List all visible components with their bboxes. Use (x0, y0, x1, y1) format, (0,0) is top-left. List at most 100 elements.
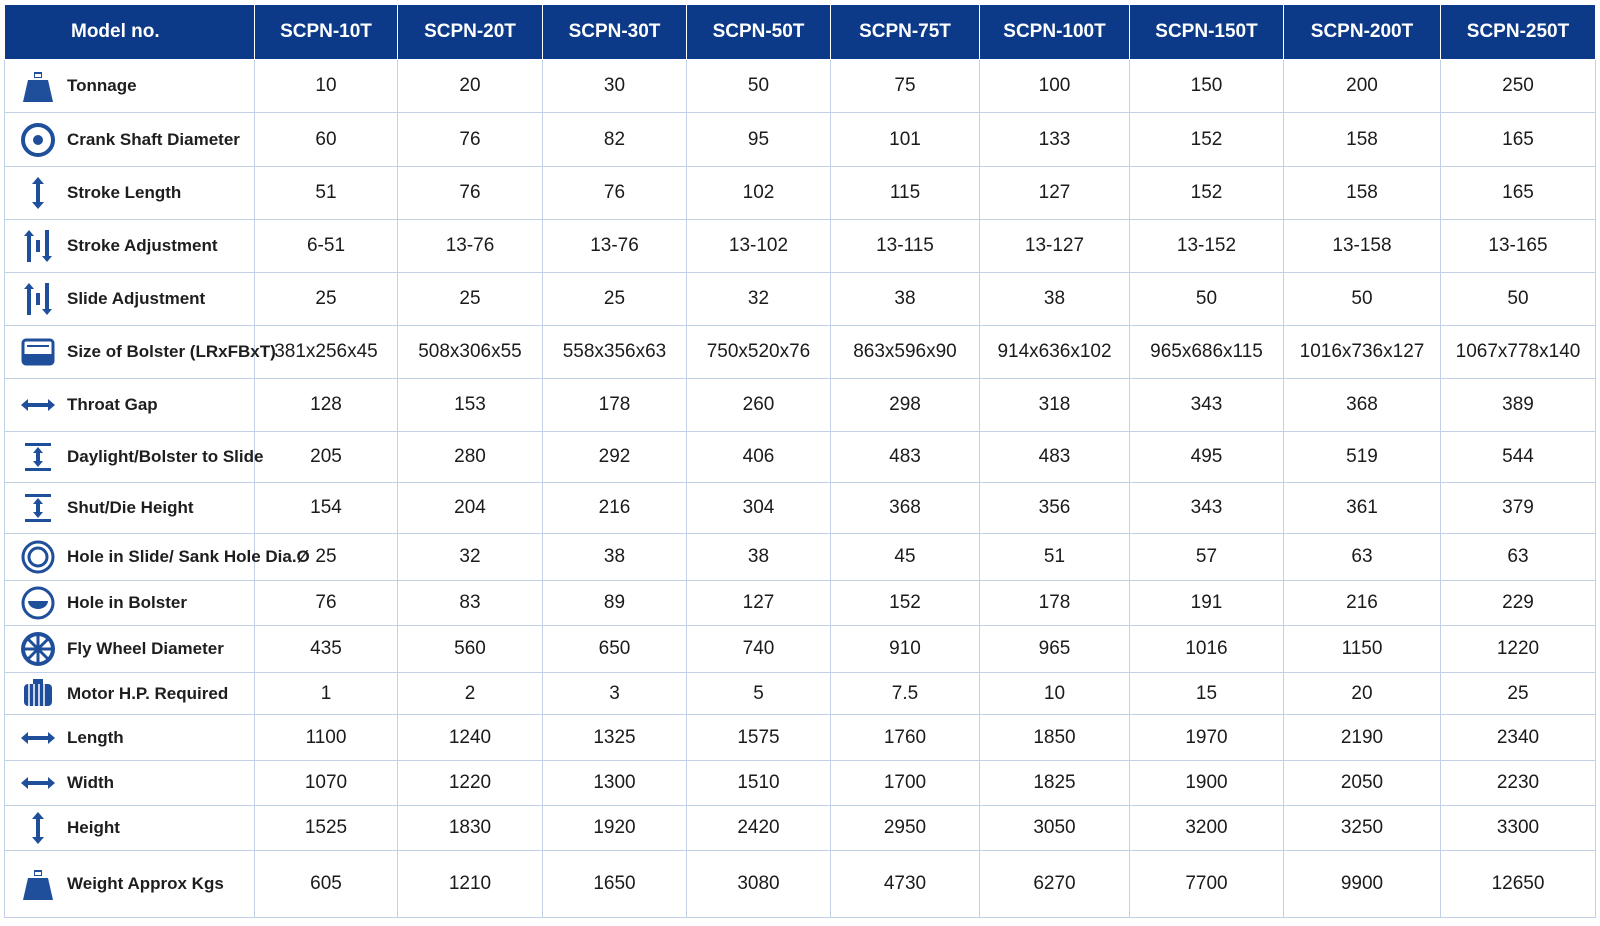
spec-value: 406 (686, 431, 831, 483)
spec-row: Fly Wheel Diameter 435 560 650 740 910 965 1016… (4, 625, 1596, 673)
spec-value: 38 (979, 272, 1130, 326)
spec-value: 605 (254, 850, 398, 918)
spec-value: 50 (1440, 272, 1596, 326)
spec-table: Model no. SCPN-10T SCPN-20T SCPN-30T SCPN-50… (4, 4, 1596, 918)
spec-value: 229 (1440, 580, 1596, 626)
row-label: Fly Wheel Diameter (67, 639, 224, 658)
spec-value: 60 (254, 112, 398, 167)
model-header: SCPN-10T (254, 4, 398, 60)
spec-value: 20 (1283, 672, 1441, 715)
spec-value: 1650 (542, 850, 687, 918)
spec-value: 76 (397, 166, 543, 220)
spec-value: 10 (979, 672, 1130, 715)
row-icon (24, 283, 52, 315)
spec-value: 50 (1283, 272, 1441, 326)
spec-value: 6-51 (254, 219, 398, 273)
spec-value: 7700 (1129, 850, 1284, 918)
spec-value: 343 (1129, 482, 1284, 534)
row-label-cell: Throat Gap (4, 378, 255, 432)
spec-value: 13-158 (1283, 219, 1441, 273)
spec-value: 558x356x63 (542, 325, 687, 379)
row-label: Height (67, 818, 120, 837)
row-label-cell: Length (4, 714, 255, 761)
spec-value: 63 (1283, 533, 1441, 581)
spec-row: Width 1070 1220 1300 1510 1700 1825 1900 2050 223… (4, 760, 1596, 806)
spec-value: 25 (542, 272, 687, 326)
spec-value: 25 (254, 533, 398, 581)
spec-value: 1300 (542, 760, 687, 806)
spec-value: 318 (979, 378, 1130, 432)
row-label: Stroke Adjustment (67, 236, 218, 255)
spec-value: 965x686x115 (1129, 325, 1284, 379)
row-label-cell: Motor H.P. Required (4, 672, 255, 715)
spec-value: 15 (1129, 672, 1284, 715)
row-icon (24, 678, 52, 706)
spec-value: 13-76 (397, 219, 543, 273)
row-label-cell: Weight Approx Kgs (4, 850, 255, 918)
spec-value: 519 (1283, 431, 1441, 483)
row-label: Tonnage (67, 76, 137, 95)
spec-value: 204 (397, 482, 543, 534)
row-icon (21, 632, 55, 666)
spec-value: 13-165 (1440, 219, 1596, 273)
model-header: SCPN-100T (979, 4, 1130, 60)
spec-value: 152 (830, 580, 980, 626)
spec-value: 13-152 (1129, 219, 1284, 273)
spec-value: 435 (254, 625, 398, 673)
row-icon (21, 122, 55, 157)
spec-value: 178 (979, 580, 1130, 626)
row-icon (21, 540, 55, 574)
spec-row: Size of Bolster (LRxFBxT) 381x256x45 508x3… (4, 325, 1596, 379)
spec-value: 1220 (397, 760, 543, 806)
spec-value: 3080 (686, 850, 831, 918)
row-icon (24, 230, 52, 262)
spec-value: 495 (1129, 431, 1284, 483)
spec-value: 910 (830, 625, 980, 673)
spec-value: 1510 (686, 760, 831, 806)
spec-value: 178 (542, 378, 687, 432)
spec-row: Length 1100 1240 1325 1575 1760 1850 1970 2190 23… (4, 714, 1596, 761)
row-label: Length (67, 727, 124, 747)
spec-value: 356 (979, 482, 1130, 534)
spec-value: 3250 (1283, 805, 1441, 851)
spec-value: 7.5 (830, 672, 980, 715)
spec-value: 6270 (979, 850, 1130, 918)
row-icon (21, 731, 55, 744)
spec-row: Hole in Bolster 76 83 89 127 152 178 191 216 229 (4, 580, 1596, 626)
spec-value: 158 (1283, 112, 1441, 167)
model-header: SCPN-200T (1283, 4, 1441, 60)
spec-value: 25 (254, 272, 398, 326)
row-icon (32, 177, 44, 209)
row-label: Hole in Bolster (67, 593, 187, 612)
spec-value: 9900 (1283, 850, 1441, 918)
spec-value: 32 (686, 272, 831, 326)
spec-value: 45 (830, 533, 980, 581)
spec-value: 544 (1440, 431, 1596, 483)
spec-value: 154 (254, 482, 398, 534)
spec-value: 1240 (397, 714, 543, 761)
spec-value: 50 (1129, 272, 1284, 326)
spec-row: Height 1525 1830 1920 2420 2950 3050 3200 3250 33… (4, 805, 1596, 851)
spec-value: 1070 (254, 760, 398, 806)
spec-value: 32 (397, 533, 543, 581)
spec-row: Throat Gap 128 153 178 260 298 318 343 368 389 (4, 378, 1596, 432)
spec-value: 13-76 (542, 219, 687, 273)
spec-value: 13-102 (686, 219, 831, 273)
row-label-cell: Width (4, 760, 255, 806)
spec-value: 133 (979, 112, 1130, 167)
spec-value: 965 (979, 625, 1130, 673)
row-label: Width (67, 773, 115, 792)
spec-value: 38 (686, 533, 831, 581)
spec-value: 389 (1440, 378, 1596, 432)
spec-value: 127 (979, 166, 1130, 220)
row-label-cell: Crank Shaft Diameter (4, 112, 255, 167)
row-label: Crank Shaft Diameter (67, 129, 240, 149)
spec-value: 75 (830, 59, 980, 113)
spec-value: 3 (542, 672, 687, 715)
header-row: Model no. SCPN-10T SCPN-20T SCPN-30T SCPN-50… (4, 4, 1596, 60)
spec-value: 76 (542, 166, 687, 220)
spec-value: 38 (830, 272, 980, 326)
spec-value: 292 (542, 431, 687, 483)
spec-value: 2950 (830, 805, 980, 851)
